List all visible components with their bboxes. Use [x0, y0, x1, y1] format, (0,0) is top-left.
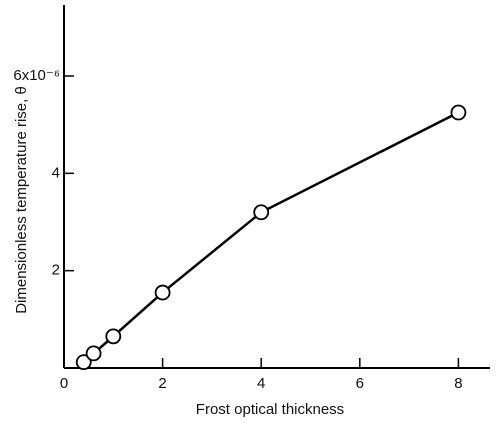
x-tick-label: 8 — [454, 375, 462, 392]
marker — [105, 328, 122, 345]
y-tick-label: 6x10⁻⁶ — [13, 67, 60, 84]
marker — [450, 104, 467, 121]
marker — [154, 284, 171, 301]
marker — [85, 345, 102, 362]
x-axis-title: Frost optical thickness — [196, 401, 344, 418]
x-tick-label: 4 — [257, 375, 265, 392]
x-tick-label: 2 — [158, 375, 166, 392]
x-tick-label: 0 — [60, 375, 68, 392]
y-tick-label: 2 — [52, 262, 60, 279]
marker — [75, 354, 92, 371]
x-tick-label: 6 — [356, 375, 364, 392]
y-axis-title: Dimensionless temperature rise, θ — [13, 86, 30, 314]
marker — [253, 204, 270, 221]
y-tick-label: 4 — [52, 164, 60, 181]
line — [82, 111, 459, 364]
